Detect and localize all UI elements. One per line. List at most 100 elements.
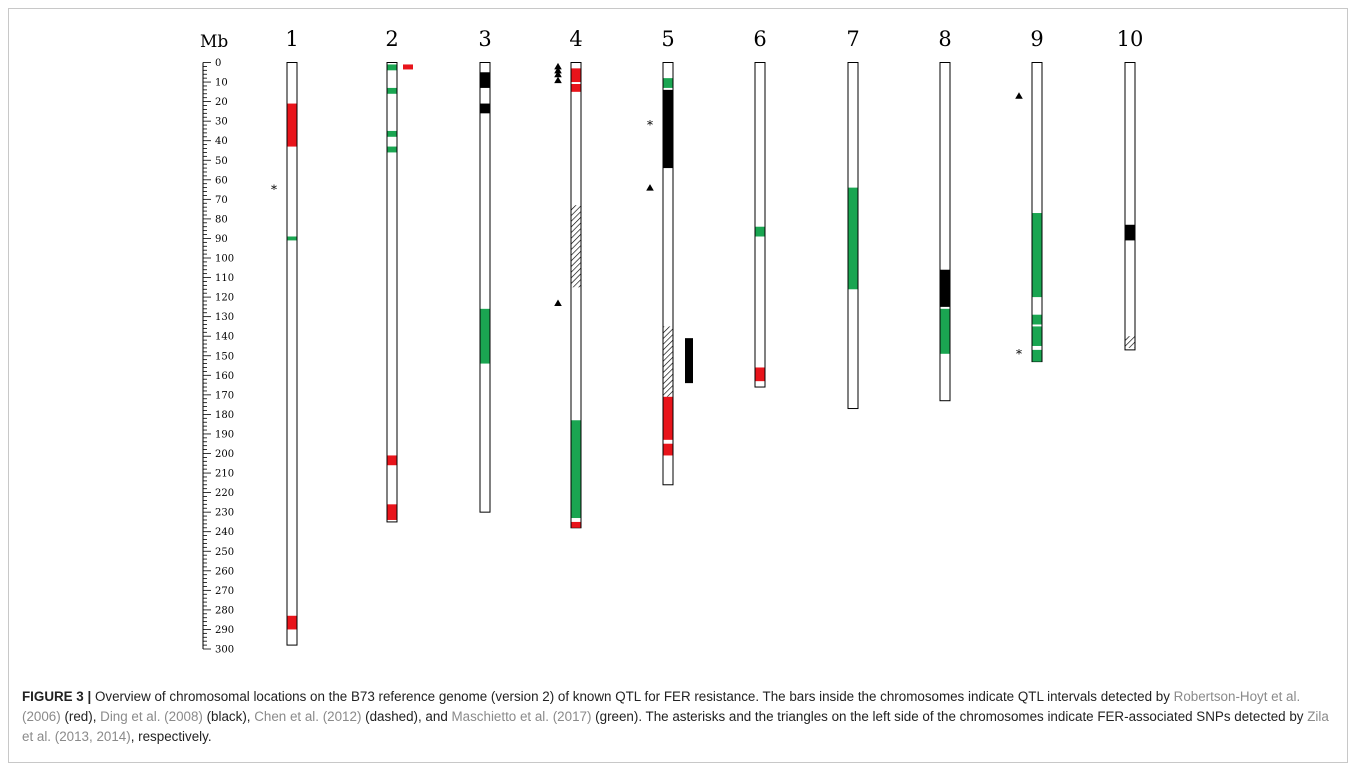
caption-text: Overview of chromosomal locations on the… — [91, 689, 1174, 704]
chromosome-label: 5 — [661, 27, 674, 51]
chromosome-body — [662, 62, 674, 486]
qtl-interval — [480, 308, 490, 364]
caption-citation-link[interactable]: Maschietto et al. (2017) — [451, 709, 592, 724]
caption-citation-link[interactable]: Zila et al. (2013, 2014) — [22, 709, 1329, 744]
y-tick-label: 160 — [215, 371, 234, 382]
caption-text: (black), — [202, 709, 255, 724]
snp-asterisk: * — [271, 183, 277, 197]
y-tick-label: 150 — [215, 351, 234, 362]
qtl-interval — [848, 187, 858, 290]
chromosome-body — [939, 62, 951, 402]
y-tick-label: 220 — [215, 488, 234, 499]
y-tick-label: 110 — [215, 273, 234, 284]
qtl-interval — [287, 103, 297, 147]
chromosome-body — [286, 62, 298, 646]
chromosome-6: 6 — [753, 27, 767, 388]
y-tick-label: 140 — [215, 332, 234, 343]
chromosome-map-chart: Mb 0102030405060708090100110120130140150… — [200, 27, 1144, 656]
qtl-interval — [571, 84, 581, 92]
chromosome-label: 3 — [478, 27, 491, 51]
qtl-interval-outside — [685, 338, 693, 384]
caption-citation-link[interactable]: Robertson-Hoyt et al. (2006) — [22, 689, 1301, 724]
qtl-interval — [663, 326, 673, 397]
chromosome-5: 5* — [646, 27, 693, 486]
chromosome-label: 9 — [1030, 27, 1043, 51]
snp-triangle — [554, 299, 562, 306]
caption-text: (dashed), and — [361, 709, 452, 724]
qtl-interval — [387, 146, 397, 153]
caption-text: (green). The asterisks and the triangles… — [591, 709, 1308, 724]
qtl-interval — [480, 103, 490, 114]
chromosome-body — [386, 62, 398, 523]
qtl-interval — [387, 504, 397, 520]
chromosome-body — [479, 62, 491, 513]
y-tick-label: 250 — [215, 547, 234, 558]
chromosome-label: 2 — [385, 27, 398, 51]
qtl-interval — [571, 420, 581, 519]
y-tick-label: 240 — [215, 527, 234, 538]
qtl-interval — [387, 455, 397, 466]
qtl-interval — [755, 367, 765, 382]
chromosome-8: 8 — [938, 27, 952, 402]
qtl-interval — [1032, 326, 1042, 346]
caption-citation-link[interactable]: Chen et al. (2012) — [254, 709, 362, 724]
qtl-interval — [571, 68, 581, 83]
qtl-interval — [1032, 213, 1042, 298]
qtl-interval — [663, 443, 673, 456]
chromosome-9: 9* — [1015, 27, 1044, 363]
y-tick-label: 120 — [215, 293, 234, 304]
qtl-interval — [387, 64, 397, 71]
chromosome-1: 1* — [271, 27, 299, 646]
y-tick-label: 200 — [215, 449, 234, 460]
y-tick-label: 60 — [215, 175, 228, 186]
qtl-interval — [387, 130, 397, 137]
qtl-interval — [287, 236, 297, 241]
y-tick-label: 300 — [215, 645, 234, 656]
chromosome-body — [570, 62, 582, 529]
chromosome-body — [1124, 62, 1136, 351]
y-tick-label: 280 — [215, 605, 234, 616]
y-tick-label: 290 — [215, 625, 234, 636]
snp-triangle — [554, 70, 562, 78]
y-tick-label: 50 — [215, 156, 228, 167]
y-tick-label: 80 — [215, 214, 228, 225]
figure-caption: FIGURE 3 | Overview of chromosomal locat… — [22, 687, 1340, 747]
y-tick-label: 170 — [215, 390, 234, 401]
snp-triangle — [554, 66, 562, 74]
y-tick-label: 130 — [215, 312, 234, 323]
qtl-interval — [1125, 336, 1135, 348]
chromosome-label: 6 — [753, 27, 766, 51]
qtl-interval — [1032, 349, 1042, 362]
y-tick-label: 100 — [215, 254, 234, 265]
y-tick-label: 260 — [215, 566, 234, 577]
y-tick-label: 90 — [215, 234, 228, 245]
snp-triangle — [646, 184, 654, 191]
qtl-interval — [663, 89, 673, 169]
qtl-interval-outside — [403, 64, 413, 70]
y-tick-label: 210 — [215, 469, 234, 480]
chromosome-label: 10 — [1117, 27, 1144, 51]
y-tick-label: 270 — [215, 586, 234, 597]
y-tick-label: 10 — [215, 78, 228, 89]
chromosome-label: 8 — [938, 27, 951, 51]
y-tick-label: 20 — [215, 97, 228, 108]
snp-triangle — [554, 62, 562, 70]
snp-triangle — [1015, 92, 1023, 99]
chromosome-4: 4 — [554, 27, 583, 529]
caption-citation-link[interactable]: Ding et al. (2008) — [100, 709, 203, 724]
qtl-interval — [1125, 224, 1135, 241]
chromosome-label: 1 — [285, 27, 298, 51]
qtl-interval — [755, 226, 765, 237]
y-tick-label: 190 — [215, 429, 234, 440]
snp-asterisk: * — [1016, 347, 1022, 361]
chromosome-label: 7 — [846, 27, 859, 51]
chromosome-2: 2 — [385, 27, 413, 523]
chromosome-3: 3 — [478, 27, 492, 513]
y-tick-label: 40 — [215, 136, 228, 147]
snp-asterisk: * — [647, 118, 653, 132]
y-tick-label: 30 — [215, 117, 228, 128]
snp-triangle — [554, 76, 562, 84]
chromosome-label: 4 — [569, 27, 582, 51]
qtl-interval — [480, 72, 490, 88]
y-tick-label: 70 — [215, 195, 228, 206]
